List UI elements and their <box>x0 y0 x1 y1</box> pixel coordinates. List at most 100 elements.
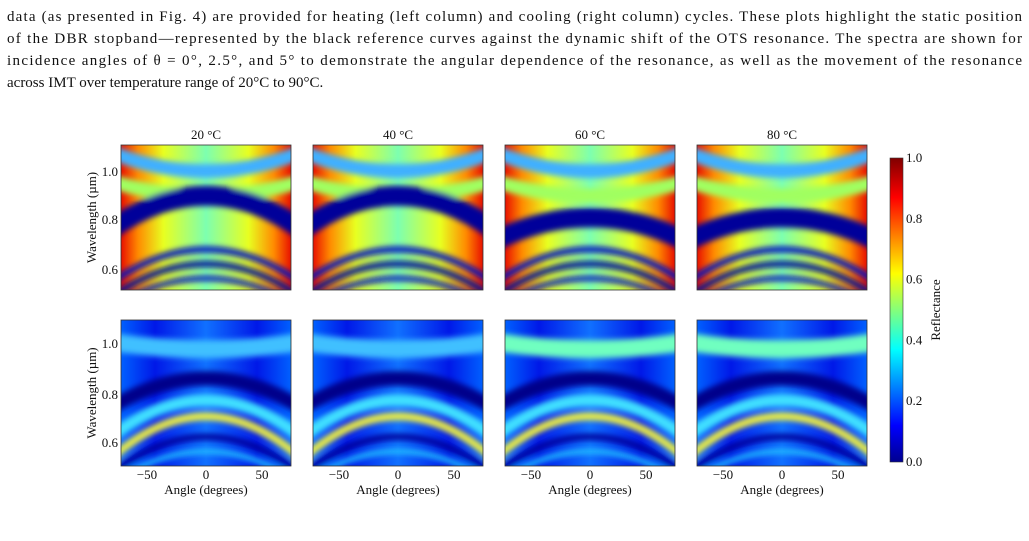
band <box>139 276 273 290</box>
x-tick-label: −50 <box>521 467 541 482</box>
bands <box>313 148 483 290</box>
y-axis-label: Wavelength (µm) <box>84 172 99 263</box>
heatmap <box>313 320 483 466</box>
band <box>136 449 276 466</box>
y-tick-label: 0.8 <box>102 212 118 227</box>
y-tick-label: 0.6 <box>102 262 119 277</box>
band <box>697 433 867 466</box>
heatmap-panel <box>696 144 868 291</box>
band <box>523 276 657 290</box>
x-axis-label: Angle (degrees) <box>740 482 823 497</box>
heatmap-panel <box>312 319 484 467</box>
text-line: data (as presented in Fig. 4) are provid… <box>7 9 1022 25</box>
band <box>121 412 291 456</box>
colorbar: 1.0 0.8 0.6 0.4 0.2 0.0 Reflectance <box>889 150 943 469</box>
panel-title: 40 °C <box>383 127 413 142</box>
x-tick-label: 0 <box>587 467 594 482</box>
text-line: across IMT over temperature range of 20°… <box>7 75 323 91</box>
colorbar-label: Reflectance <box>928 279 943 341</box>
heatmap <box>697 145 867 290</box>
bands <box>313 334 483 466</box>
x-axis-label: Angle (degrees) <box>548 482 631 497</box>
band <box>121 334 291 359</box>
band <box>505 207 675 248</box>
heatmap-panel <box>696 319 868 467</box>
band <box>121 394 291 438</box>
band <box>505 246 675 280</box>
band <box>697 394 867 438</box>
paragraph: data (as presented in Fig. 4) are provid… <box>7 9 1022 91</box>
band <box>712 449 852 466</box>
bands <box>121 334 291 466</box>
band <box>313 261 483 290</box>
bands <box>121 148 291 290</box>
band <box>121 261 291 290</box>
band <box>697 371 867 410</box>
bands <box>697 334 867 466</box>
band <box>313 394 483 438</box>
band <box>697 334 867 359</box>
band <box>313 433 483 466</box>
x-tick-label: −50 <box>329 467 349 482</box>
colorbar-gradient <box>889 157 904 463</box>
band <box>313 412 483 456</box>
panel-title: 20 °C <box>191 127 221 142</box>
heatmap-panel <box>312 144 484 291</box>
bands <box>505 334 675 466</box>
band <box>715 276 849 290</box>
heatmap-panel <box>120 319 292 467</box>
panel-frame <box>504 319 676 467</box>
panel-title: 80 °C <box>767 127 797 142</box>
heatmap <box>505 320 675 466</box>
colorbar-tick-label: 0.2 <box>906 393 922 408</box>
band <box>121 148 291 179</box>
panel-frame <box>696 319 868 467</box>
colorbar-tick-label: 1.0 <box>906 150 922 165</box>
band <box>697 412 867 456</box>
band <box>505 371 675 410</box>
band <box>505 334 675 359</box>
y-axis-label: Wavelength (µm) <box>84 347 99 438</box>
band <box>520 449 660 466</box>
band <box>505 148 675 179</box>
band <box>121 185 291 235</box>
y-tick-label: 0.8 <box>102 387 118 402</box>
panel-title: 60 °C <box>575 127 605 142</box>
band <box>697 261 867 290</box>
text-line: incidence angles of θ = 0°, 2.5°, and 5°… <box>7 53 1022 69</box>
x-tick-label: 50 <box>640 467 653 482</box>
x-axis-label: Angle (degrees) <box>356 482 439 497</box>
band <box>121 246 291 280</box>
panel-frame <box>120 319 292 467</box>
heatmap <box>697 320 867 466</box>
band <box>505 394 675 438</box>
band <box>313 185 483 235</box>
band <box>328 449 468 466</box>
band <box>313 148 483 179</box>
x-tick-label: −50 <box>137 467 157 482</box>
heatmap <box>505 145 675 290</box>
heatmap-panel <box>504 319 676 467</box>
x-tick-label: −50 <box>713 467 733 482</box>
panel-frame <box>312 319 484 467</box>
band <box>313 334 483 359</box>
x-tick-label: 50 <box>832 467 845 482</box>
heatmap <box>313 145 483 290</box>
x-axis-label: Angle (degrees) <box>164 482 247 497</box>
band <box>697 148 867 179</box>
band <box>697 207 867 248</box>
x-tick-label: 0 <box>203 467 210 482</box>
heatmap-panel <box>120 144 292 291</box>
band <box>121 371 291 410</box>
colorbar-tick-label: 0.8 <box>906 211 922 226</box>
bands <box>697 148 867 290</box>
band <box>697 176 867 203</box>
band <box>697 246 867 280</box>
band <box>313 246 483 280</box>
y-tick-label: 0.6 <box>102 435 119 450</box>
band <box>505 433 675 466</box>
panel-frame <box>696 144 868 291</box>
y-tick-label: 1.0 <box>102 336 118 351</box>
